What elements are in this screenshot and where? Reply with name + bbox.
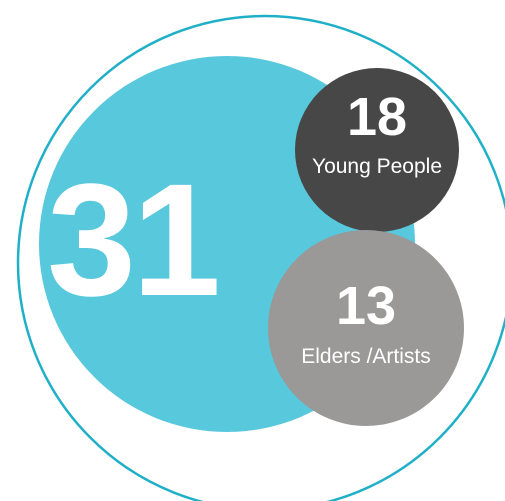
elders-artists-bubble <box>268 230 464 426</box>
young-people-value: 18 <box>346 87 408 147</box>
outer-ring <box>16 14 505 501</box>
young-people-label: Young People <box>311 155 443 178</box>
elders-artists-label: Elders /Artists <box>301 345 431 368</box>
young-people-bubble <box>295 68 459 232</box>
total-value: 31 <box>47 150 221 329</box>
elders-artists-value: 13 <box>335 276 397 336</box>
